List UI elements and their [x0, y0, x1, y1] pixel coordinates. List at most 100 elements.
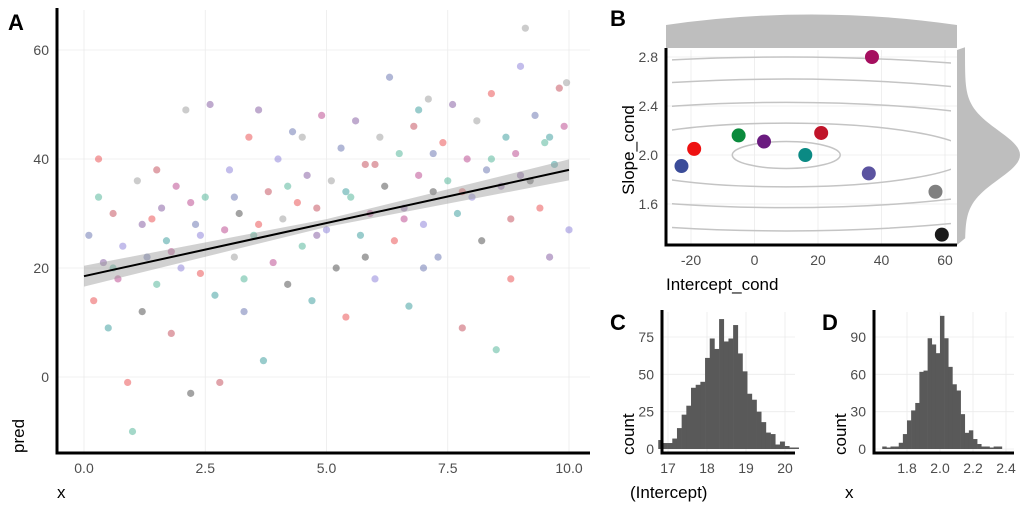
data-point	[507, 275, 515, 283]
y-tick-label: 40	[33, 151, 49, 167]
data-point	[206, 100, 214, 109]
y-tick-label: 2.0	[639, 147, 659, 163]
histogram-bar	[709, 338, 715, 449]
x-tick-label: 0.0	[74, 460, 94, 476]
data-point	[196, 231, 204, 239]
histogram-bar	[915, 402, 920, 449]
y-tick-label: 0	[41, 369, 49, 385]
x-axis-title: x	[57, 483, 66, 502]
condition-point	[928, 184, 943, 199]
histogram-bar	[723, 341, 729, 449]
histogram-bar	[691, 387, 696, 449]
y-tick-label: 2.8	[639, 49, 659, 65]
data-point	[90, 297, 98, 305]
data-point	[371, 275, 379, 283]
y-tick-label: 75	[638, 329, 654, 345]
data-point	[550, 160, 559, 169]
data-point	[85, 231, 93, 239]
data-point	[371, 160, 379, 169]
data-point	[255, 220, 263, 228]
histogram-bar	[705, 357, 711, 449]
data-point	[487, 90, 495, 98]
x-tick-label: 2.5	[196, 460, 216, 476]
data-point	[381, 182, 389, 190]
data-point	[313, 231, 321, 239]
y-tick-label: 60	[33, 42, 49, 58]
data-point	[429, 188, 437, 196]
data-point	[284, 280, 292, 288]
condition-point	[757, 134, 772, 149]
x-tick-label: 20	[810, 252, 826, 268]
data-point	[356, 231, 365, 239]
histogram-bar	[977, 444, 982, 449]
histogram-bar	[898, 442, 904, 449]
data-point	[230, 193, 238, 201]
data-point	[138, 308, 146, 316]
x-tick-label: 20	[777, 460, 793, 476]
data-point	[516, 171, 525, 179]
histogram-bar	[981, 446, 986, 449]
condition-point	[861, 166, 876, 181]
histogram-bar	[789, 447, 795, 449]
data-point	[395, 149, 403, 158]
y-tick-label: 25	[638, 404, 654, 420]
data-point	[502, 133, 510, 141]
histogram-bar	[751, 399, 757, 449]
data-point	[444, 177, 452, 185]
histogram-bar	[686, 405, 692, 449]
data-point	[293, 199, 301, 207]
right-marginal-density	[957, 47, 1020, 246]
x-tick-label: 10.0	[555, 460, 582, 476]
x-tick-label: 18	[699, 460, 715, 476]
data-point	[516, 62, 525, 70]
data-point	[473, 117, 481, 125]
data-point	[458, 324, 466, 332]
data-point	[303, 171, 311, 179]
panel-c: 17 18 19 20 0 25 50 75 (Intercept) count C	[610, 310, 799, 502]
data-point	[434, 253, 442, 261]
y-tick-label: 60	[850, 366, 866, 382]
data-point	[322, 226, 331, 234]
data-point	[264, 188, 272, 196]
data-point	[216, 378, 224, 387]
data-point	[225, 166, 234, 174]
histogram-bar	[761, 422, 767, 449]
histogram-bar	[948, 366, 953, 449]
density-contour	[672, 101, 951, 209]
data-point	[201, 193, 209, 201]
data-point	[250, 231, 258, 239]
data-point	[507, 215, 515, 223]
data-point	[167, 329, 175, 337]
x-tick-label: 5.0	[317, 460, 337, 476]
histogram-bar	[902, 434, 908, 449]
data-point	[361, 253, 369, 261]
data-point	[560, 122, 568, 130]
histogram-bar	[742, 371, 748, 449]
data-point	[361, 160, 369, 169]
panel-a: 0.0 2.5 5.0 7.5 10.0 0 20 40 60 x pred A	[8, 8, 590, 502]
data-point	[148, 215, 156, 223]
x-tick-label: -20	[681, 252, 701, 268]
data-point	[376, 133, 384, 141]
y-tick-label: 2.4	[639, 98, 659, 114]
data-point	[284, 182, 292, 190]
y-tick-label: 50	[638, 366, 654, 382]
histogram-bar	[747, 393, 753, 449]
histogram-bar	[784, 446, 790, 449]
histogram-bar	[756, 411, 762, 449]
data-point	[405, 302, 413, 310]
y-axis-title: count	[831, 413, 850, 455]
histogram-bar	[770, 434, 776, 449]
x-tick-label: 19	[738, 460, 754, 476]
data-point	[419, 220, 428, 228]
histogram-bar	[765, 432, 771, 449]
data-point	[400, 215, 408, 223]
data-point	[463, 155, 471, 163]
panel-b: -20 0 20 40 60 1.6 2.0 2.4 2.8 Intercept_cond Slop…	[610, 6, 1020, 294]
x-tick-label: 40	[874, 252, 890, 268]
data-point	[94, 193, 103, 201]
y-axis-title: pred	[9, 419, 28, 453]
condition-point	[814, 125, 829, 140]
data-point	[104, 324, 112, 332]
y-tick-label: 90	[850, 329, 866, 345]
